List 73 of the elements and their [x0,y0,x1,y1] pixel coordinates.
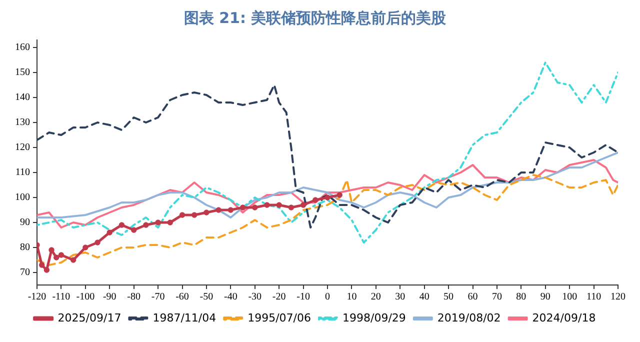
y-tick-label: 80 [20,242,30,254]
point [143,222,149,228]
x-tick-label: 120 [610,292,626,303]
x-tick-label: 10 [346,292,357,303]
point [288,204,294,210]
y-tick-label: 120 [15,142,30,154]
x-tick-label: 80 [516,292,526,303]
point [264,202,270,208]
point [70,257,76,263]
x-tick-label: -110 [52,292,70,303]
line-series [37,174,618,266]
point [300,202,306,208]
legend-label: 1998/09/29 [342,311,406,324]
point [130,227,137,233]
point [38,262,45,268]
point [54,254,60,260]
x-tick-label: -80 [127,292,141,303]
x-tick-label: -40 [224,292,238,303]
point [312,197,318,203]
point [167,220,173,226]
y-tick-label: 100 [15,192,30,204]
y-tick-label: 70 [20,267,30,278]
point [336,192,342,198]
x-tick-label: -20 [272,292,286,303]
point [204,210,210,216]
point [106,230,112,236]
legend-label: 1995/07/06 [248,311,312,324]
legend-label: 2024/09/18 [532,311,596,324]
x-tick-label: 40 [419,292,430,303]
point [276,202,282,208]
x-tick-label: 110 [586,292,602,303]
x-tick-label: -30 [248,292,262,303]
point [82,244,88,250]
point [216,207,222,213]
point [228,207,234,213]
y-tick-label: 160 [15,42,30,54]
y-tick-label: 130 [15,117,30,128]
line-series [37,84,618,228]
y-tick-label: 150 [15,67,30,78]
x-tick-label: 90 [540,292,550,303]
line-series [37,62,618,244]
point [58,252,64,258]
point [252,204,258,210]
x-tick-label: -100 [76,292,95,303]
point [324,194,330,200]
x-tick-label: 50 [444,292,454,303]
point [118,222,125,228]
y-tick-label: 110 [15,167,30,178]
point [94,240,100,246]
x-tick-label: 0 [325,292,330,303]
point [179,212,186,218]
x-tick-label: -70 [151,292,165,303]
legend-label: 2025/09/17 [58,311,122,324]
x-tick-label: -60 [176,292,189,303]
point [44,267,50,273]
chart-title: 图表 21: 美联储预防性降息前后的美股 [184,8,448,27]
point [48,247,54,253]
legend-label: 1987/11/04 [152,311,216,324]
point [240,204,246,210]
x-tick-label: 60 [468,292,478,303]
x-tick-label: -50 [200,292,214,303]
legend-label: 2019/08/02 [437,311,501,324]
point [155,220,161,226]
x-tick-label: -10 [296,292,310,303]
point [192,212,198,218]
x-tick-label: 30 [395,292,406,303]
x-tick-label: 20 [370,292,381,303]
x-tick-label: -90 [102,292,116,303]
x-tick-label: 100 [562,292,578,303]
x-tick-label: -120 [28,292,46,303]
y-tick-label: 90 [20,217,30,228]
x-tick-label: 70 [492,292,502,303]
y-tick-label: 140 [15,92,30,104]
